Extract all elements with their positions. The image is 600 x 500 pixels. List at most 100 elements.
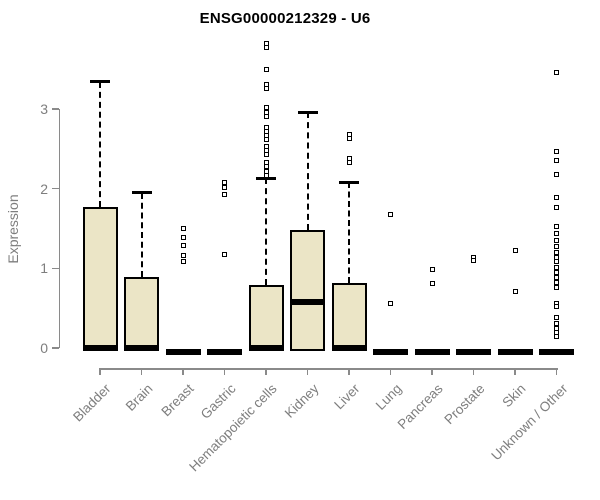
y-tick-label: 0 bbox=[40, 340, 48, 356]
outlier-hematopoietic-cells bbox=[263, 86, 269, 92]
outlier-unknown-other bbox=[554, 244, 559, 250]
outlier-pancreas bbox=[429, 280, 435, 286]
outlier-unknown-other bbox=[554, 254, 559, 260]
outlier-pancreas bbox=[429, 266, 435, 272]
x-tick bbox=[140, 368, 143, 375]
x-axis-line bbox=[99, 368, 558, 370]
outlier-hematopoietic-cells bbox=[263, 163, 269, 169]
outlier-breast bbox=[180, 259, 186, 265]
outlier-unknown-other bbox=[554, 149, 559, 155]
outlier-unknown-other bbox=[554, 69, 559, 75]
outlier-liver bbox=[346, 135, 352, 141]
outlier-unknown-other bbox=[554, 325, 559, 331]
y-tick bbox=[52, 187, 59, 190]
whisker-brain bbox=[140, 192, 143, 278]
outlier-hematopoietic-cells bbox=[263, 45, 269, 51]
y-tick bbox=[52, 347, 59, 349]
y-axis-line bbox=[58, 108, 60, 348]
y-tick bbox=[52, 108, 59, 110]
x-tick bbox=[265, 368, 267, 375]
outlier-hematopoietic-cells bbox=[263, 104, 269, 110]
x-tick bbox=[389, 368, 392, 375]
outlier-skin bbox=[512, 288, 518, 294]
outlier-unknown-other bbox=[554, 237, 559, 243]
outlier-unknown-other bbox=[554, 259, 559, 265]
outlier-hematopoietic-cells bbox=[263, 66, 269, 72]
outlier-unknown-other bbox=[554, 315, 559, 321]
outlier-unknown-other bbox=[554, 274, 559, 280]
outlier-unknown-other bbox=[554, 171, 559, 177]
outlier-breast bbox=[180, 234, 186, 240]
outlier-unknown-other bbox=[554, 320, 559, 326]
whisker-cap-brain bbox=[131, 191, 152, 195]
outlier-hematopoietic-cells bbox=[263, 151, 269, 157]
outlier-unknown-other bbox=[554, 334, 559, 340]
outlier-unknown-other bbox=[554, 269, 559, 275]
y-tick-label: 1 bbox=[40, 260, 48, 277]
outlier-unknown-other bbox=[554, 265, 559, 270]
box-gastric bbox=[207, 349, 242, 355]
outlier-unknown-other bbox=[554, 230, 559, 236]
median-bladder bbox=[82, 345, 118, 351]
outlier-hematopoietic-cells bbox=[263, 137, 269, 143]
x-tick bbox=[223, 368, 226, 375]
outlier-unknown-other bbox=[554, 280, 559, 286]
median-kidney bbox=[290, 298, 325, 305]
outlier-lung bbox=[388, 211, 393, 217]
box-brain bbox=[124, 277, 159, 351]
outlier-unknown-other bbox=[554, 158, 559, 164]
box-liver bbox=[331, 283, 367, 351]
outlier-gastric bbox=[222, 184, 227, 190]
box-hematopoietic-cells bbox=[248, 285, 284, 351]
x-tick bbox=[514, 368, 516, 375]
outlier-prostate bbox=[471, 257, 476, 263]
whisker-kidney bbox=[306, 112, 309, 231]
x-tick bbox=[182, 368, 184, 375]
outlier-gastric bbox=[222, 179, 227, 185]
box-lung bbox=[373, 349, 408, 355]
outlier-hematopoietic-cells bbox=[263, 168, 269, 174]
outlier-breast bbox=[180, 253, 186, 259]
x-tick bbox=[472, 368, 475, 375]
outlier-unknown-other bbox=[554, 205, 559, 211]
y-tick-label: 2 bbox=[40, 180, 48, 197]
outlier-gastric bbox=[222, 252, 227, 258]
x-tick bbox=[431, 368, 433, 375]
outlier-lung bbox=[388, 300, 393, 306]
x-tick bbox=[99, 368, 101, 375]
outlier-unknown-other bbox=[554, 194, 559, 200]
whisker-cap-liver bbox=[339, 180, 359, 184]
box-bladder bbox=[82, 206, 118, 351]
whisker-cap-bladder bbox=[90, 80, 110, 84]
whisker-hematopoietic-cells bbox=[265, 178, 267, 286]
outlier-breast bbox=[180, 225, 186, 231]
box-prostate bbox=[456, 349, 491, 355]
outlier-breast bbox=[180, 242, 186, 248]
outlier-skin bbox=[512, 248, 518, 254]
outlier-unknown-other bbox=[554, 284, 559, 290]
box-breast bbox=[165, 349, 201, 355]
outlier-hematopoietic-cells bbox=[263, 114, 269, 120]
median-liver bbox=[331, 345, 367, 351]
outlier-unknown-other bbox=[554, 223, 559, 229]
box-kidney bbox=[290, 230, 325, 351]
whisker-liver bbox=[348, 182, 350, 284]
outlier-hematopoietic-cells bbox=[263, 173, 269, 179]
outlier-unknown-other bbox=[554, 304, 559, 310]
chart-title: ENSG00000212329 - U6 bbox=[199, 10, 371, 27]
y-tick bbox=[52, 267, 59, 270]
x-tick bbox=[348, 368, 350, 375]
median-hematopoietic-cells bbox=[248, 345, 284, 351]
outlier-hematopoietic-cells bbox=[263, 128, 269, 134]
box-skin bbox=[497, 349, 533, 355]
y-tick-label: 3 bbox=[40, 100, 48, 117]
median-brain bbox=[124, 345, 159, 351]
outlier-unknown-other bbox=[554, 249, 559, 255]
whisker-bladder bbox=[99, 81, 101, 207]
outlier-hematopoietic-cells bbox=[263, 109, 269, 115]
outlier-hematopoietic-cells bbox=[263, 81, 269, 87]
outlier-liver bbox=[346, 159, 352, 165]
whisker-cap-kidney bbox=[297, 110, 318, 114]
outlier-gastric bbox=[222, 192, 227, 198]
x-tick bbox=[555, 368, 558, 375]
